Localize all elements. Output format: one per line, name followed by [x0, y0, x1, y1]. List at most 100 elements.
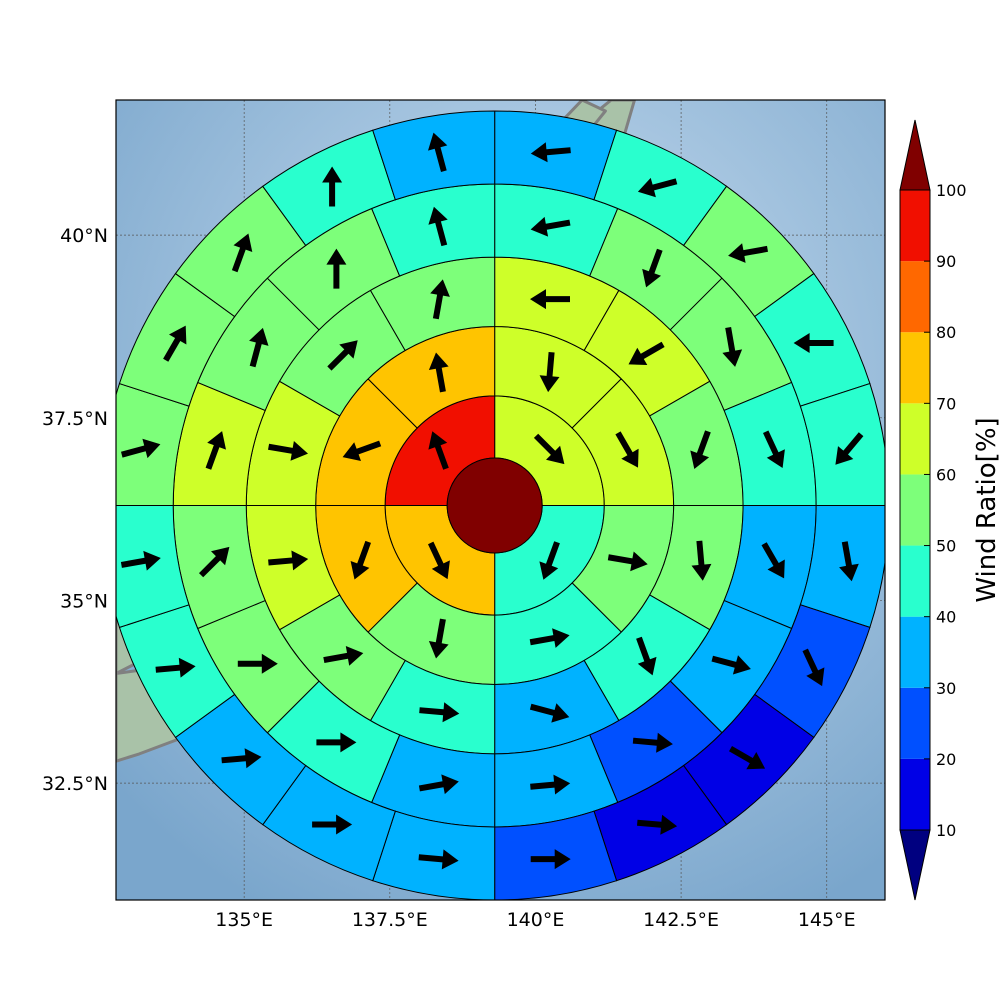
wind-arrow — [839, 541, 859, 582]
wind-arrow — [428, 618, 449, 659]
wind-arrow — [428, 352, 449, 393]
wind-arrow — [419, 702, 460, 723]
wind-arrow — [628, 341, 665, 365]
wind-arrow — [642, 248, 663, 288]
colorbar-segment — [900, 261, 930, 333]
colorbar-tick-label: 70 — [936, 394, 956, 413]
wind-arrow — [428, 132, 448, 172]
wind-arrow — [763, 430, 785, 468]
colorbar-tick-label: 10 — [936, 821, 956, 840]
wind-arrow — [163, 325, 187, 362]
map-frame — [115, 99, 886, 901]
wind-arrow — [530, 289, 570, 310]
colorbar-tick-label: 100 — [936, 181, 967, 200]
wind-arrow — [120, 550, 161, 571]
colorbar-over-extension — [899, 119, 931, 191]
wind-arrow — [231, 233, 253, 273]
latitude-ticks: 32.5°N 35°N 37.5°N 40°N — [42, 225, 108, 795]
wind-arrow — [533, 433, 565, 465]
colorbar-tick-label: 60 — [936, 465, 956, 484]
colorbar-segment — [900, 474, 930, 546]
longitude-tick-label: 140°E — [507, 909, 565, 931]
wind-arrow — [350, 540, 371, 580]
longitude-tick-label: 145°E — [798, 909, 856, 931]
wind-arrow — [327, 340, 358, 371]
wind-arrow — [268, 441, 308, 461]
wind-arrow — [326, 248, 347, 289]
wind-arrow — [418, 774, 459, 795]
wind-arrow — [728, 243, 768, 263]
wind-arrow — [793, 333, 834, 353]
wind-arrow — [690, 430, 711, 469]
wind-arrow — [691, 540, 712, 581]
wind-arrow — [615, 431, 639, 468]
colorbar-tick-label: 40 — [936, 608, 956, 627]
wind-arrow — [221, 748, 262, 769]
wind-arrow — [155, 657, 196, 678]
wind-arrow — [637, 177, 678, 198]
colorbar-tick-label: 90 — [936, 252, 956, 271]
latitude-tick-label: 32.5°N — [42, 773, 108, 795]
colorbar-tick-label: 50 — [936, 537, 956, 556]
wind-arrows — [120, 132, 864, 870]
wind-arrow — [729, 746, 766, 770]
colorbar: 10 20 30 40 50 60 70 80 90 100 — [899, 119, 967, 901]
colorbar-tick-label: 30 — [936, 679, 956, 698]
longitude-tick-label: 137.5°E — [352, 909, 428, 931]
latitude-tick-label: 35°N — [60, 590, 108, 612]
colorbar-segment — [900, 545, 930, 617]
wind-arrow — [121, 438, 161, 459]
wind-arrow — [636, 636, 657, 676]
colorbar-tick-label: 20 — [936, 750, 956, 769]
wind-arrow — [835, 432, 864, 465]
wind-arrow — [530, 142, 571, 163]
wind-arrow — [342, 440, 382, 461]
wind-arrow — [637, 814, 678, 835]
wind-arrow — [428, 206, 448, 247]
wind-arrow — [237, 653, 278, 674]
wind-arrow — [322, 166, 343, 207]
latitude-tick-label: 37.5°N — [42, 408, 108, 430]
wind-arrow — [761, 542, 785, 579]
wind-arrow — [428, 431, 449, 470]
wind-arrow — [249, 327, 269, 368]
wind-arrow — [802, 648, 825, 687]
wind-arrow — [529, 703, 570, 723]
wind-ratio-sector — [372, 110, 496, 201]
wind-arrow — [205, 431, 226, 470]
longitude-tick-label: 135°E — [215, 909, 273, 931]
colorbar-segment — [900, 332, 930, 404]
colorbar-segment — [900, 190, 930, 262]
colorbar-tick-label: 80 — [936, 323, 956, 342]
colorbar-frame — [899, 189, 931, 831]
wind-arrow — [530, 774, 571, 795]
longitude-ticks: 135°E 137.5°E 140°E 142.5°E 145°E — [215, 909, 855, 931]
colorbar-segment — [900, 758, 930, 830]
wind-arrow — [632, 732, 673, 753]
wind-arrow — [722, 327, 743, 367]
wind-arrow — [530, 849, 571, 870]
map-panel — [115, 99, 886, 901]
colorbar-label: Wind Ratio[%] — [972, 417, 1000, 602]
colorbar-under-extension — [899, 829, 931, 901]
wind-arrow — [199, 546, 230, 578]
wind-arrow — [530, 216, 571, 237]
center-cell — [446, 457, 543, 554]
longitude-tick-label: 142.5°E — [643, 909, 719, 931]
colorbar-segment — [900, 403, 930, 475]
colorbar-segment — [900, 687, 930, 759]
wind-arrow — [312, 814, 353, 835]
wind-arrow — [428, 541, 450, 580]
wind-arrow — [430, 279, 450, 320]
colorbar-segment — [900, 616, 930, 688]
wind-arrow — [418, 849, 459, 870]
wind-arrow — [529, 628, 570, 648]
wind-ratio-sectors — [116, 110, 885, 900]
wind-arrow — [268, 550, 309, 571]
wind-arrow — [539, 541, 560, 580]
wind-arrow — [607, 551, 648, 572]
latitude-tick-label: 40°N — [60, 225, 108, 247]
wind-arrow — [711, 655, 751, 675]
wind-arrow — [323, 646, 364, 666]
